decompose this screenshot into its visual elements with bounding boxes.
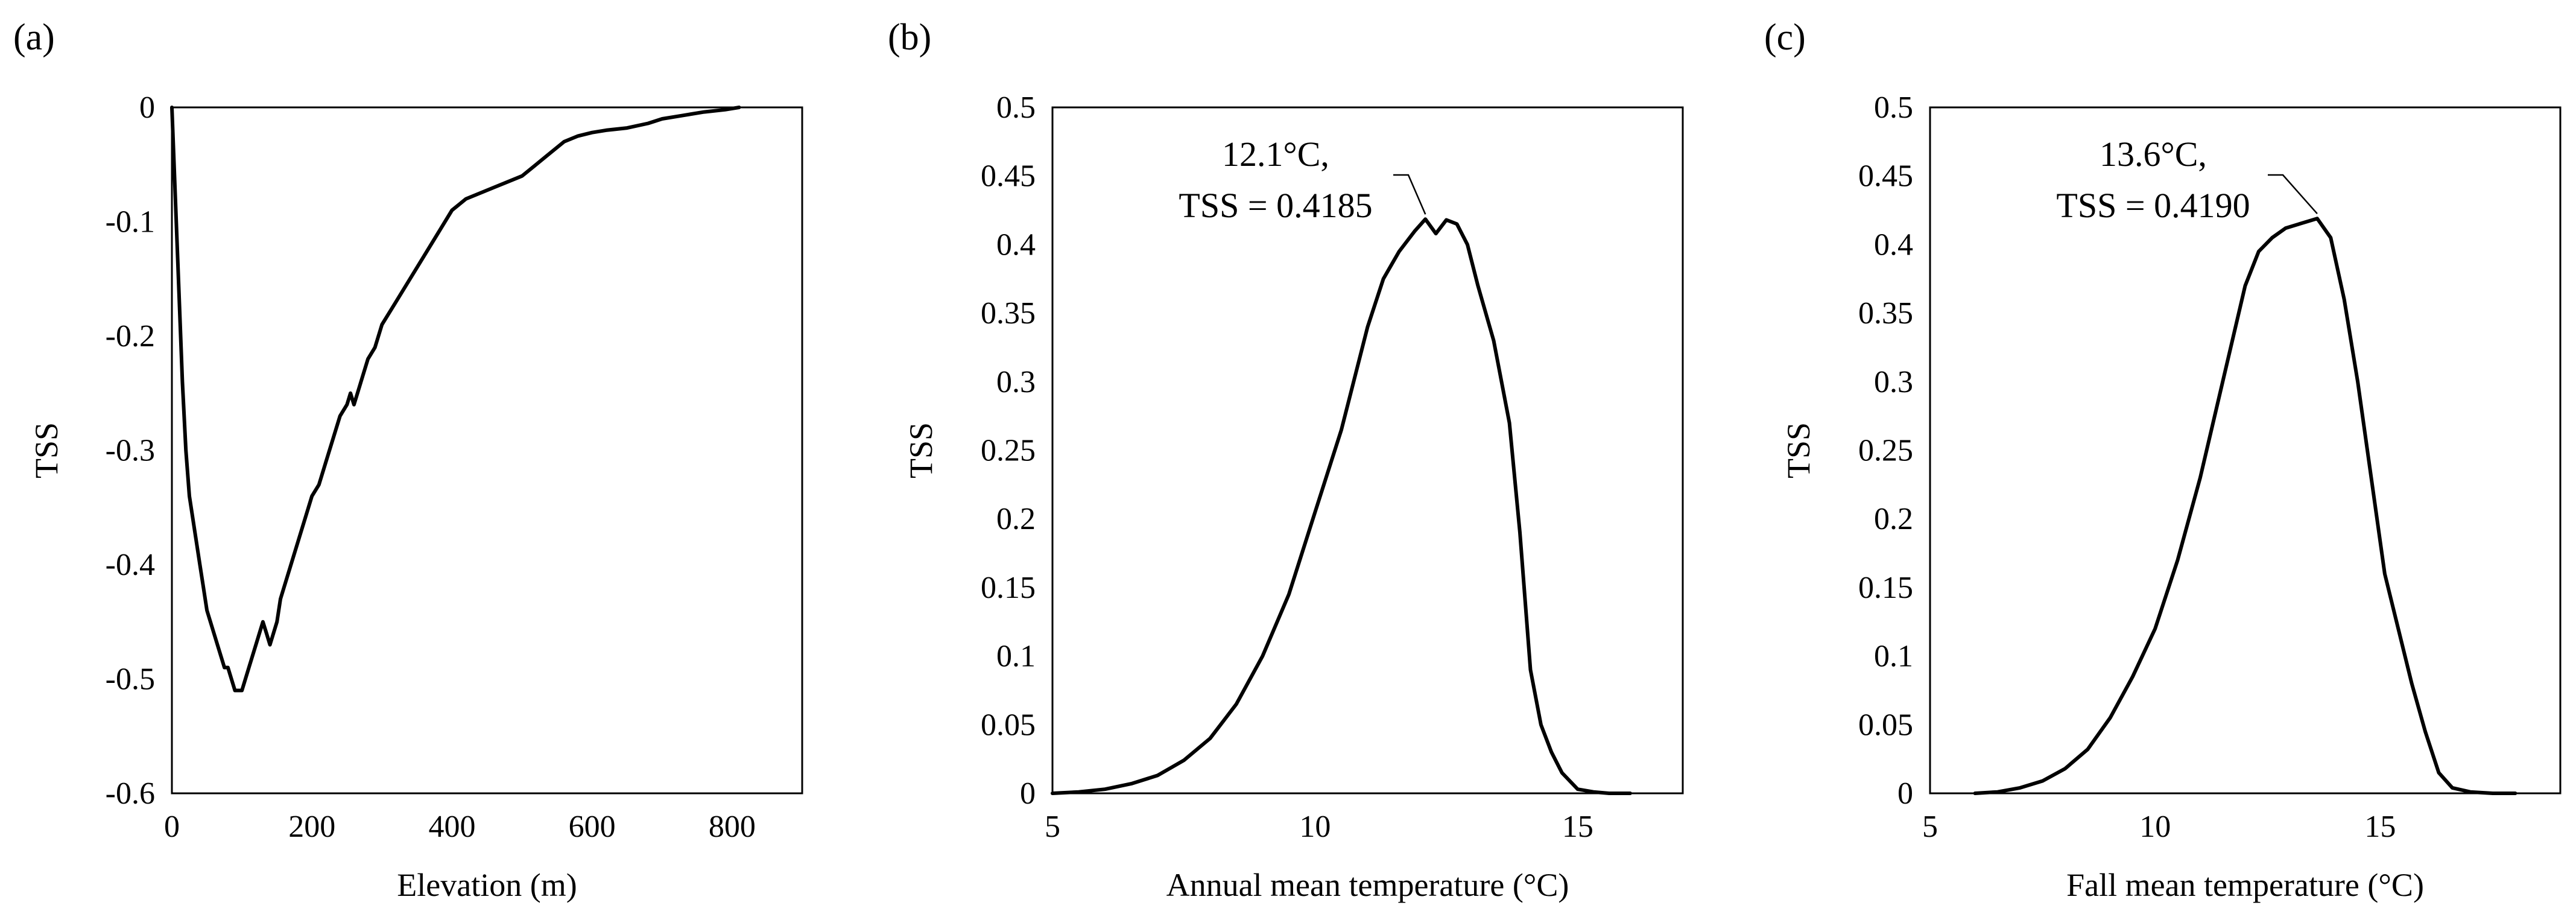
annotation-line2: TSS = 0.4190	[2056, 186, 2250, 225]
panel-c-label: (c)	[1764, 17, 1806, 58]
y-tick-label: -0.4	[106, 548, 155, 582]
y-tick-label: 0	[1897, 776, 1913, 811]
x-axis-title: Annual mean temperature (°C)	[1166, 867, 1569, 903]
panel-a: (a) 0 -0.1 -0.2 -0.3 -0.4 -0.5 -0.6 0 200 400 600 8…	[13, 17, 803, 903]
y-tick-label: 0.25	[981, 434, 1036, 468]
plot-frame	[1929, 106, 2562, 795]
panel-a-label: (a)	[13, 17, 55, 58]
annotation-line1: 12.1°C,	[1222, 135, 1329, 174]
x-tick-label: 10	[1299, 810, 1331, 844]
y-tick-label: 0.15	[981, 571, 1036, 605]
x-axis-title: Fall mean temperature (°C)	[2066, 867, 2424, 903]
y-tick-label: 0.05	[1858, 708, 1913, 742]
y-axis-title: TSS	[28, 422, 65, 478]
x-tick-label: 0	[164, 810, 180, 844]
y-tick-label: 0.35	[1858, 296, 1913, 331]
annotation-line1: 13.6°C,	[2100, 135, 2207, 174]
y-tick-label: -0.3	[106, 434, 155, 468]
series-line	[1051, 217, 1632, 795]
y-tick-label: 0.2	[1874, 502, 1913, 536]
y-tick-label: 0.3	[996, 365, 1036, 399]
y-tick-label: 0.2	[996, 502, 1036, 536]
y-tick-label: 0	[139, 90, 155, 125]
y-axis-title: TSS	[1780, 422, 1817, 478]
y-tick-label: -0.2	[106, 319, 155, 354]
y-tick-label: 0.3	[1874, 365, 1913, 399]
y-tick-label: -0.5	[106, 662, 155, 697]
y-tick-label: 0	[1020, 776, 1036, 811]
y-tick-label: -0.1	[106, 205, 155, 240]
panel-c: (c) 0 0.05 0.1 0.15 0.2 0.25 0.3 0.35 0.4 0.45 0.5…	[1764, 17, 2562, 903]
y-tick-label: 0.5	[996, 90, 1036, 125]
plot-frame	[1051, 106, 1684, 795]
x-tick-label: 10	[2139, 810, 2171, 844]
series-line	[170, 106, 741, 693]
x-axis-title: Elevation (m)	[397, 867, 577, 903]
y-tick-label: 0.45	[1858, 159, 1913, 194]
x-tick-label: 5	[1922, 810, 1938, 844]
panel-b-label: (b)	[888, 17, 931, 58]
y-tick-label: 0.1	[1874, 639, 1913, 674]
x-tick-label: 15	[2364, 810, 2396, 844]
y-axis-title: TSS	[903, 422, 939, 478]
x-tick-label: 600	[569, 810, 616, 844]
y-tick-label: 0.5	[1874, 90, 1913, 125]
y-tick-label: 0.35	[981, 296, 1036, 331]
plot-frame	[171, 106, 803, 795]
series-line	[1973, 217, 2517, 795]
y-tick-label: 0.1	[996, 639, 1036, 674]
x-tick-label: 400	[428, 810, 475, 844]
y-tick-label: 0.15	[1858, 571, 1913, 605]
x-tick-label: 15	[1562, 810, 1593, 844]
annotation-leader	[2268, 174, 2318, 215]
panel-b: (b) 0 0.05 0.1 0.15 0.2 0.25 0.3 0.35 0.4 0.45 0.5…	[888, 17, 1684, 903]
annotation-line2: TSS = 0.4185	[1179, 186, 1372, 225]
y-tick-label: 0.25	[1858, 434, 1913, 468]
y-tick-label: 0.4	[996, 227, 1036, 262]
y-tick-label: 0.05	[981, 708, 1036, 742]
y-tick-label: 0.45	[981, 159, 1036, 194]
annotation-leader	[1393, 174, 1426, 215]
x-tick-label: 5	[1045, 810, 1060, 844]
y-tick-label: 0.4	[1874, 227, 1913, 262]
x-tick-label: 800	[709, 810, 756, 844]
y-tick-label: -0.6	[106, 776, 155, 811]
x-tick-label: 200	[288, 810, 335, 844]
